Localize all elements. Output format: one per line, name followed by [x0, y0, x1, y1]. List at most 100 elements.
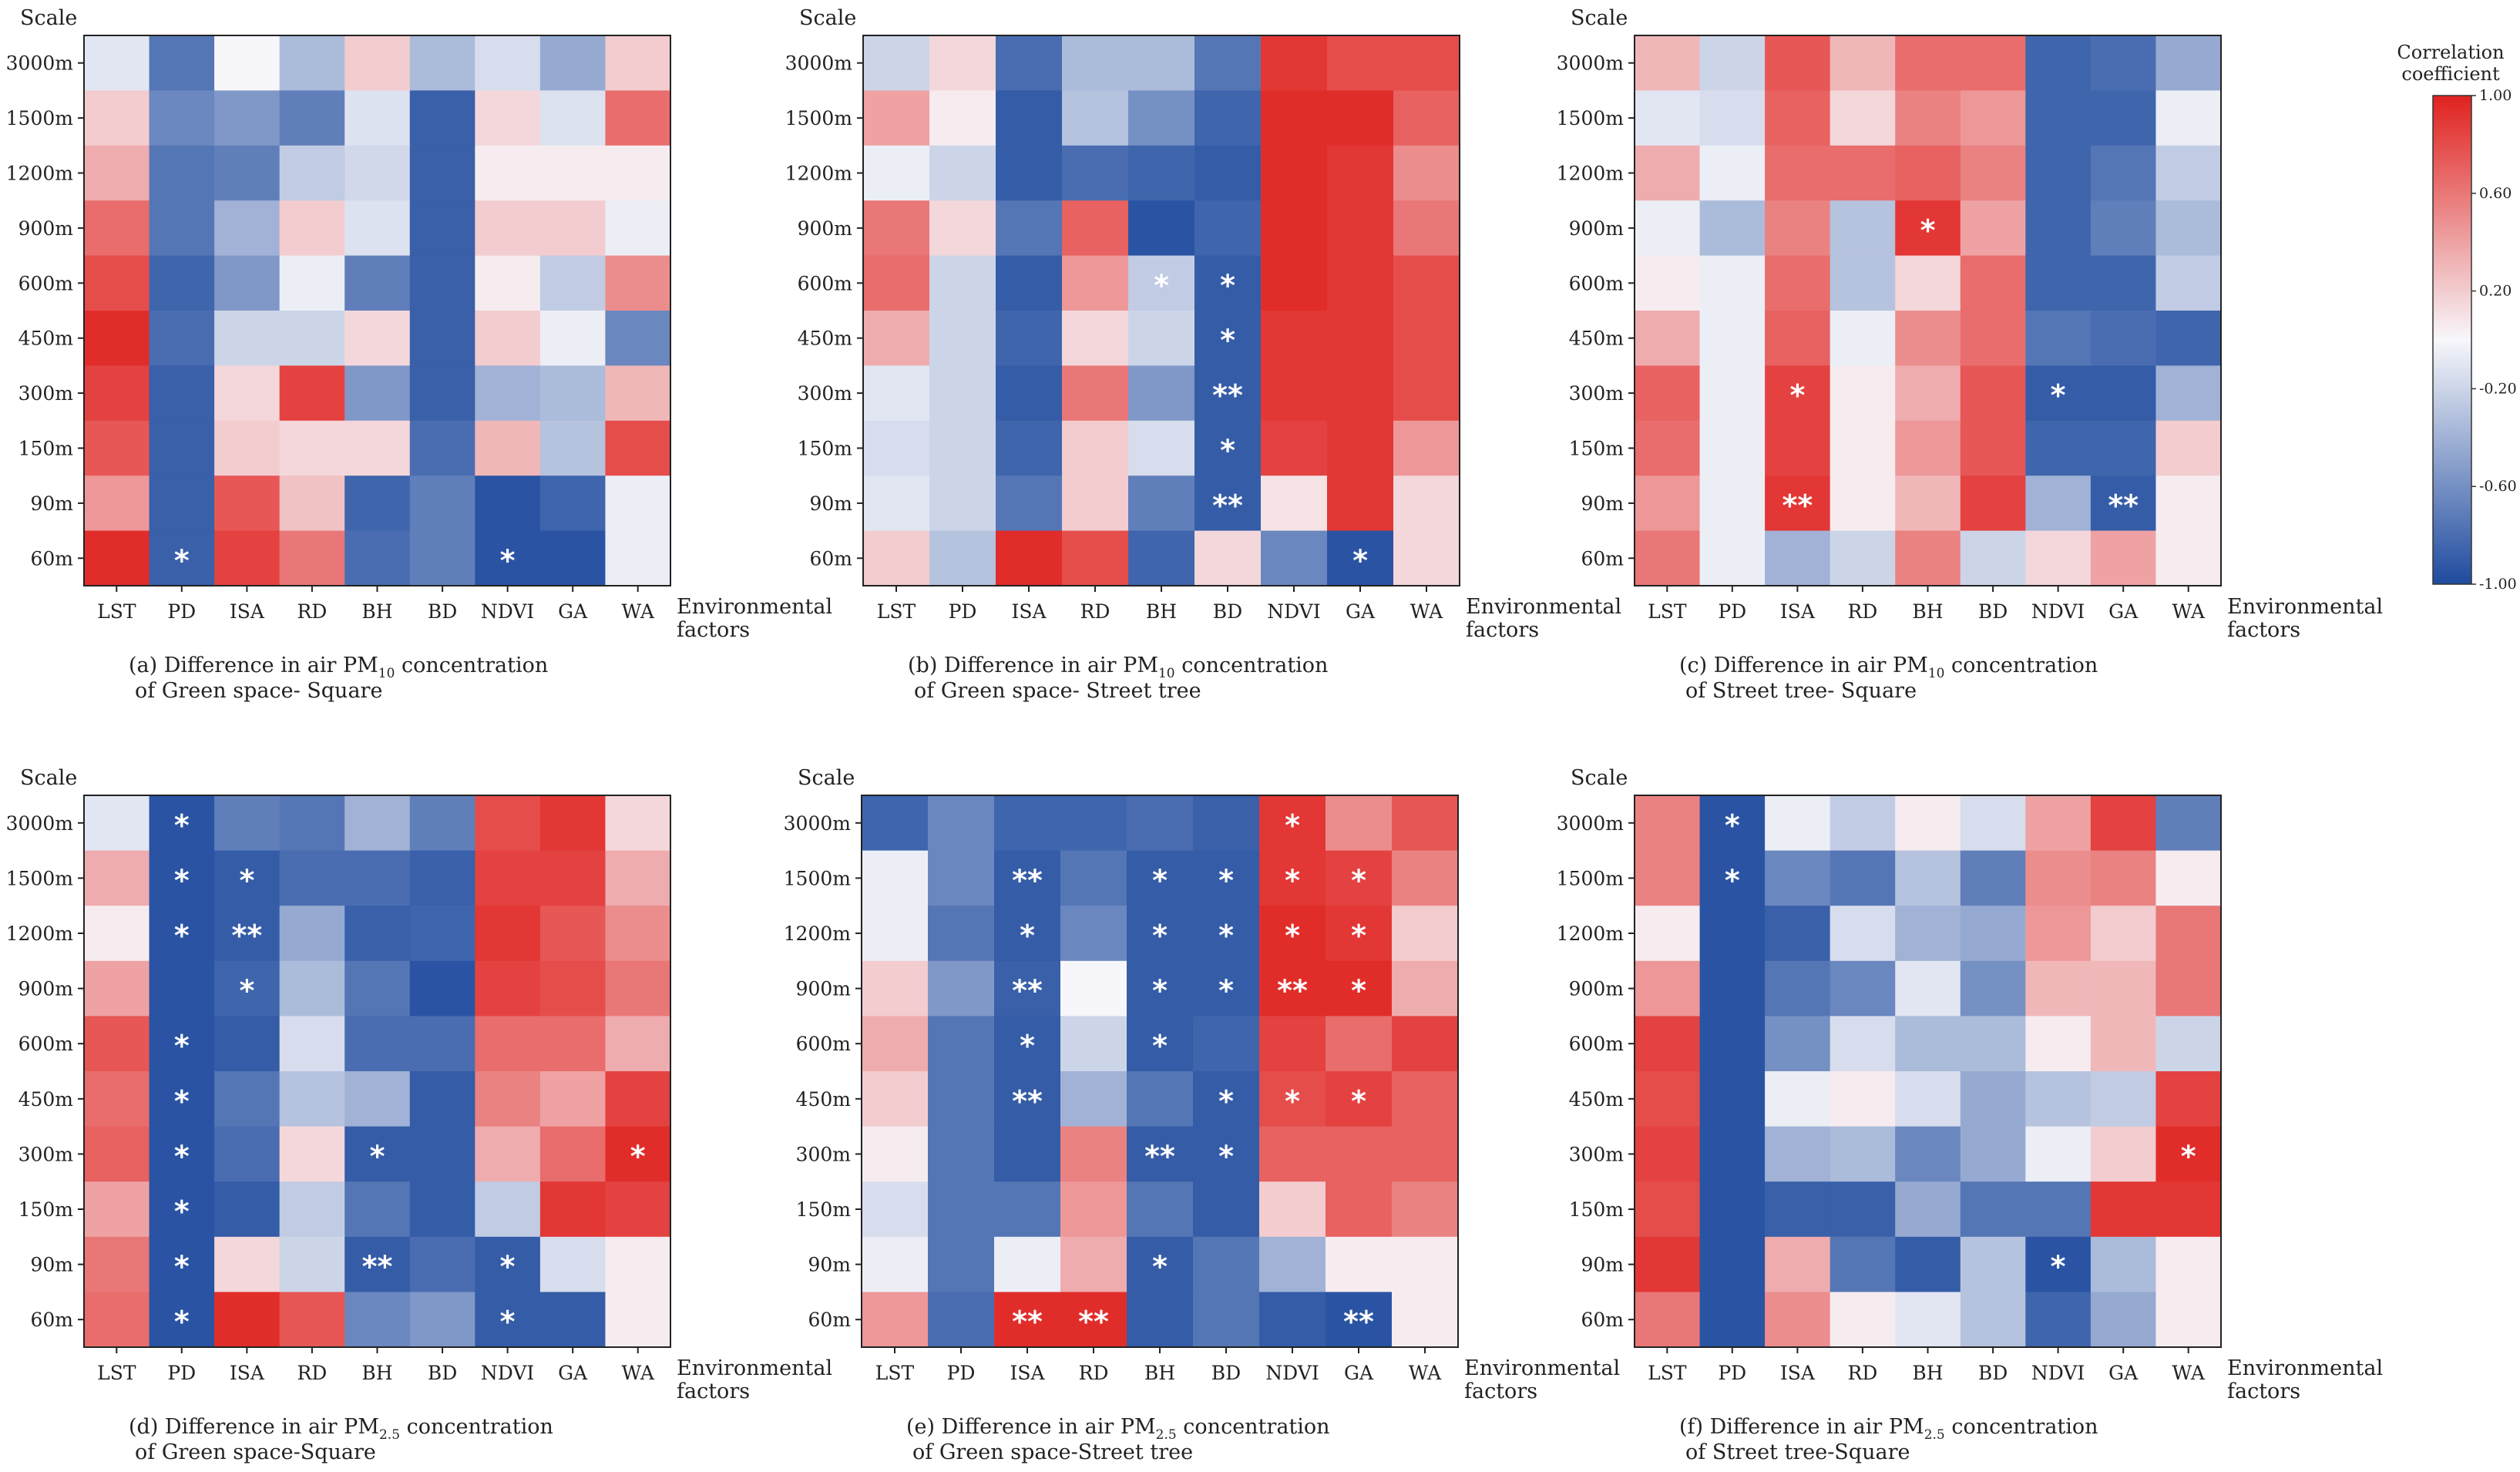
heatmap-cell	[1392, 850, 1459, 906]
significance-marker: *	[174, 1195, 190, 1228]
heatmap-cell	[929, 255, 996, 311]
x-tick-label: ISA	[230, 600, 265, 623]
heatmap-cell	[1765, 1236, 1831, 1292]
y-tick-label: 900m	[18, 978, 74, 1000]
heatmap-cell	[1062, 35, 1129, 91]
heatmap-cell	[409, 200, 475, 257]
heatmap-cell	[2155, 530, 2222, 586]
caption-subscript: 2.5	[1156, 1427, 1177, 1443]
y-tick-label: 1200m	[6, 163, 74, 185]
heatmap-cell	[2025, 1016, 2092, 1072]
colorbar-tick-label: 0.60	[2479, 185, 2512, 202]
caption-text: (e) Difference in air PM	[906, 1415, 1156, 1439]
heatmap-cell	[1194, 145, 1262, 201]
heatmap-cell	[2090, 90, 2157, 146]
heatmap-cell	[862, 906, 929, 962]
x-tick-label: RD	[1080, 600, 1110, 623]
heatmap-cell	[475, 90, 541, 146]
heatmap-cell	[994, 906, 1061, 962]
y-tick-label: 900m	[1569, 978, 1625, 1000]
heatmap-cell	[1194, 530, 1262, 586]
significance-marker: *	[1789, 378, 1805, 412]
heatmap-cell	[1193, 1236, 1260, 1292]
heatmap-cell	[1765, 1126, 1831, 1182]
heatmap-cell	[344, 960, 411, 1017]
heatmap-cell	[475, 255, 541, 311]
heatmap-cell	[1128, 530, 1195, 586]
heatmap-cell	[539, 1016, 606, 1072]
heatmap-panel-f: * * * * 3000m 1500m 1200m 900m 600m 450m 300m 150m 9…	[1557, 766, 2383, 1464]
x-tick-label: WA	[2172, 1362, 2205, 1384]
heatmap-cell	[1193, 795, 1260, 852]
caption-subscript: 2.5	[379, 1427, 400, 1443]
x-tick-label: WA	[621, 1362, 654, 1384]
heatmap-cell	[1960, 960, 2026, 1017]
heatmap-cell	[1060, 1181, 1127, 1238]
y-tick-label: 150m	[1569, 438, 1625, 460]
significance-marker: *	[1285, 863, 1300, 897]
heatmap-cell	[1635, 1181, 1701, 1238]
heatmap-cell	[929, 35, 996, 91]
heatmap-cell	[409, 90, 475, 146]
heatmap-cell	[539, 850, 606, 906]
heatmap-cell	[1830, 1126, 1896, 1182]
heatmap-cell	[2090, 476, 2157, 532]
heatmap-cell	[84, 906, 150, 962]
heatmap-cell	[1127, 960, 1194, 1017]
heatmap-cell	[996, 311, 1063, 366]
heatmap-cell	[994, 1236, 1061, 1292]
x-tick-label: ISA	[230, 1362, 265, 1384]
y-tick-label: 60m	[808, 1309, 851, 1331]
heatmap-cell	[1635, 35, 1701, 91]
heatmap-cell	[1062, 311, 1129, 366]
x-tick-label: BD	[428, 1362, 457, 1384]
heatmap-cell	[344, 1292, 411, 1348]
heatmap-cell	[214, 476, 281, 532]
heatmap-cell	[2155, 255, 2222, 311]
heatmap-cell	[475, 1071, 541, 1128]
heatmap-cell	[929, 145, 996, 201]
heatmap-cell	[1895, 1016, 1961, 1072]
heatmap-cell	[2025, 530, 2092, 586]
heatmap-cell	[279, 255, 345, 311]
heatmap-cell	[1194, 90, 1262, 146]
y-tick-label: 1500m	[1557, 867, 1625, 889]
heatmap-cell	[2025, 420, 2092, 476]
x-tick-label: BD	[1213, 600, 1242, 623]
heatmap-cell	[1194, 200, 1262, 257]
heatmap-cell	[1635, 850, 1701, 906]
heatmap-cell	[409, 1181, 475, 1238]
heatmap-cell	[1830, 1071, 1896, 1128]
y-tick-label: 450m	[18, 328, 74, 350]
heatmap-cell	[84, 420, 150, 476]
y-tick-label: 60m	[1581, 547, 1624, 570]
y-tick-label: 90m	[1581, 1254, 1624, 1276]
panel-caption-line2: of Green space-Street tree	[912, 1440, 1193, 1464]
colorbar-tick-label: -0.20	[2479, 380, 2517, 397]
x-tick-label: RD	[1847, 600, 1877, 623]
heatmap-cell	[409, 145, 475, 201]
significance-marker: *	[1152, 1029, 1168, 1063]
x-tick-label: LST	[97, 600, 136, 623]
heatmap-cell	[1765, 90, 1831, 146]
heatmap-cell	[863, 145, 930, 201]
heatmap-cell	[929, 530, 996, 586]
significance-marker: *	[239, 974, 254, 1008]
heatmap-cell	[149, 1236, 215, 1292]
heatmap-cell	[605, 1126, 671, 1182]
x-tick-label: ISA	[1780, 1362, 1816, 1384]
x-tick-label: RD	[1847, 1362, 1877, 1384]
y-tick-label: 1200m	[1557, 163, 1625, 185]
heatmap-cell	[605, 530, 671, 586]
heatmap-cell	[605, 90, 671, 146]
heatmap-cell	[1895, 90, 1961, 146]
heatmap-cell	[1830, 1181, 1896, 1238]
x-tick-label: GA	[2108, 1362, 2139, 1384]
heatmap-cell	[2090, 906, 2157, 962]
heatmap-cell	[279, 906, 345, 962]
x-tick-label: GA	[1346, 600, 1376, 623]
heatmap-cell	[605, 420, 671, 476]
y-tick-label: 450m	[798, 328, 853, 350]
heatmap-cell	[2025, 145, 2092, 201]
heatmap-cell	[996, 365, 1063, 422]
